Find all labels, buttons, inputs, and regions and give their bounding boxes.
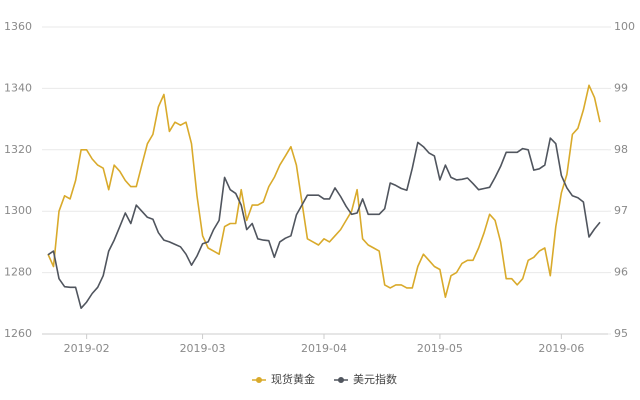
y2-tick-label: 96	[614, 266, 628, 279]
series-line	[47, 84, 601, 298]
x-tick-label: 2019-04	[301, 342, 347, 355]
y2-tick-label: 99	[614, 81, 628, 94]
x-tick-label: 2019-03	[180, 342, 226, 355]
y2-tick-label: 100	[614, 20, 635, 33]
y2-tick-label: 95	[614, 327, 628, 340]
legend-dot	[338, 377, 344, 383]
y-tick-label: 1360	[4, 20, 32, 33]
y2-tick-label: 97	[614, 204, 628, 217]
series-line	[47, 137, 601, 309]
x-tick-label: 2019-05	[417, 342, 463, 355]
y-tick-label: 1320	[4, 143, 32, 156]
y-tick-label: 1280	[4, 266, 32, 279]
legend-dot	[256, 377, 262, 383]
y2-tick-label: 98	[614, 143, 628, 156]
legend-label: 现货黄金	[271, 372, 315, 386]
x-tick-label: 2019-02	[64, 342, 110, 355]
x-tick-label: 2019-06	[538, 342, 584, 355]
y-tick-label: 1300	[4, 204, 32, 217]
y-tick-label: 1260	[4, 327, 32, 340]
legend-label: 美元指数	[353, 372, 397, 386]
y-tick-label: 1340	[4, 81, 32, 94]
